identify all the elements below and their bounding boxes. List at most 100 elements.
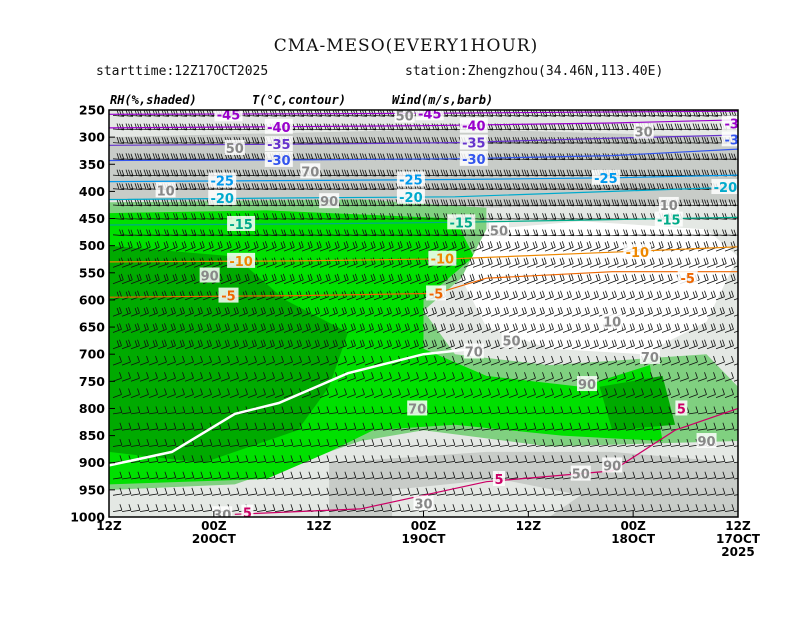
svg-text:5: 5 bbox=[243, 507, 252, 522]
rh-contour-label: 90 bbox=[696, 433, 717, 450]
svg-text:-3: -3 bbox=[724, 133, 738, 148]
svg-text:-10: -10 bbox=[626, 246, 650, 261]
temperature-contour-label: -10 bbox=[428, 250, 457, 268]
rh-contour-label: 50 bbox=[570, 465, 591, 483]
x-tick-label: 12Z bbox=[96, 519, 122, 533]
rh-contour-label: 10 bbox=[155, 182, 176, 199]
temperature-contour-label: -45 bbox=[214, 108, 243, 123]
x-tick-date-label: 19OCT bbox=[402, 532, 447, 546]
temperature-contour-label: -25 bbox=[396, 171, 425, 188]
svg-text:-45: -45 bbox=[217, 108, 241, 123]
temperature-contour-label: -5 bbox=[426, 285, 447, 302]
svg-text:-15: -15 bbox=[449, 216, 473, 231]
rh-contour-label: 30 bbox=[212, 506, 233, 523]
temperature-contour-label: -40 bbox=[459, 117, 488, 135]
svg-text:10: 10 bbox=[660, 199, 678, 214]
x-tick-label: 00Z bbox=[620, 519, 646, 533]
legend-row: RH(%,shaded) T(°C,contour) Wind(m/s,barb… bbox=[110, 93, 493, 107]
svg-text:-3: -3 bbox=[724, 118, 738, 133]
x-tick-date-label: 18OCT bbox=[611, 532, 656, 546]
rh-contour-label: 10 bbox=[658, 196, 679, 214]
x-tick-label: 12Z bbox=[725, 519, 751, 533]
start-time-label: starttime:12Z17OCT2025 bbox=[96, 64, 269, 79]
temperature-contour-label: -45 bbox=[415, 110, 444, 122]
rh-contour-label: 70 bbox=[300, 163, 321, 180]
temperature-contour-label: -25 bbox=[208, 172, 237, 190]
y-tick-label: 700 bbox=[79, 347, 105, 362]
svg-text:50: 50 bbox=[490, 224, 508, 239]
rh-contour-label: 50 bbox=[224, 139, 245, 157]
svg-text:-5: -5 bbox=[429, 287, 443, 302]
svg-text:50: 50 bbox=[396, 109, 414, 124]
svg-text:50: 50 bbox=[226, 142, 244, 157]
station-label: station:Zhengzhou(34.46N,113.40E) bbox=[405, 64, 664, 79]
rh-area-near-surface-dry bbox=[392, 479, 581, 517]
svg-text:-40: -40 bbox=[267, 121, 291, 136]
temperature-contour-label: -10 bbox=[227, 252, 256, 270]
temperature-contour bbox=[109, 119, 738, 129]
svg-text:-30: -30 bbox=[462, 153, 486, 168]
temperature-contour-label: 5 bbox=[675, 400, 688, 417]
svg-text:10: 10 bbox=[157, 184, 175, 199]
svg-text:-15: -15 bbox=[657, 214, 681, 229]
temperature-contour-label: -20 bbox=[396, 188, 425, 206]
temperature-contour-label: -5 bbox=[218, 287, 239, 305]
y-tick-label: 400 bbox=[79, 184, 105, 199]
rh-area-dry-core bbox=[461, 221, 738, 355]
rh-contour-label: 70 bbox=[463, 343, 484, 360]
svg-text:90: 90 bbox=[578, 378, 596, 393]
y-tick-label: 500 bbox=[79, 238, 105, 253]
y-tick-label: 950 bbox=[79, 482, 105, 497]
svg-text:-40: -40 bbox=[462, 120, 486, 135]
svg-text:-35: -35 bbox=[462, 137, 486, 152]
svg-text:50: 50 bbox=[572, 468, 590, 483]
svg-text:70: 70 bbox=[465, 345, 483, 360]
temperature-contour-label: -35 bbox=[264, 136, 293, 153]
wind-barb-row bbox=[112, 290, 738, 301]
x-tick-label: 00Z bbox=[411, 519, 437, 533]
svg-text:-35: -35 bbox=[267, 138, 291, 153]
y-tick-label: 850 bbox=[79, 428, 105, 443]
svg-text:30: 30 bbox=[213, 508, 231, 523]
rh-contour-label: 30 bbox=[413, 495, 434, 512]
legend-temperature-label: T(°C,contour) bbox=[252, 93, 346, 107]
svg-text:90: 90 bbox=[603, 459, 621, 474]
svg-text:-10: -10 bbox=[229, 255, 253, 270]
svg-text:5: 5 bbox=[494, 473, 503, 488]
temperature-contour-label: -20 bbox=[208, 189, 237, 207]
chart-title: CMA-MESO(EVERY1HOUR) bbox=[273, 36, 539, 56]
temperature-contour-label: 5 bbox=[492, 471, 505, 488]
svg-text:10: 10 bbox=[603, 316, 621, 331]
temperature-contour-label: -20 bbox=[711, 179, 738, 196]
svg-text:-20: -20 bbox=[399, 191, 423, 206]
temperature-contour bbox=[234, 407, 738, 515]
temperature-contour-label: -10 bbox=[623, 244, 652, 261]
rh-area-saturated-right bbox=[599, 375, 676, 431]
wind-barb-row bbox=[112, 306, 738, 317]
rh-contour-label: 50 bbox=[488, 222, 509, 239]
temperature-contour-label: -3 bbox=[721, 131, 738, 148]
svg-text:90: 90 bbox=[698, 435, 716, 450]
svg-text:90: 90 bbox=[320, 195, 338, 210]
wind-barb-row bbox=[112, 438, 738, 447]
svg-text:-20: -20 bbox=[714, 181, 738, 196]
y-tick-label: 900 bbox=[79, 455, 105, 470]
svg-text:30: 30 bbox=[635, 126, 653, 141]
temperature-contour bbox=[109, 347, 474, 467]
x-tick-label: 00Z bbox=[201, 519, 227, 533]
svg-text:-10: -10 bbox=[431, 253, 455, 268]
rh-contour-label: 70 bbox=[639, 348, 660, 366]
wind-barb-row bbox=[112, 487, 738, 496]
temperature-contour-label: -15 bbox=[447, 214, 476, 231]
temperature-contour-label: -30 bbox=[264, 151, 293, 169]
svg-text:70: 70 bbox=[301, 165, 319, 180]
y-tick-label: 300 bbox=[79, 130, 105, 145]
legend-rh-label: RH(%,shaded) bbox=[110, 93, 197, 107]
svg-text:-5: -5 bbox=[221, 290, 235, 305]
svg-text:-20: -20 bbox=[210, 192, 234, 207]
svg-text:-25: -25 bbox=[399, 173, 423, 188]
rh-contour-label: 50 bbox=[501, 332, 522, 350]
svg-text:-25: -25 bbox=[210, 175, 234, 190]
